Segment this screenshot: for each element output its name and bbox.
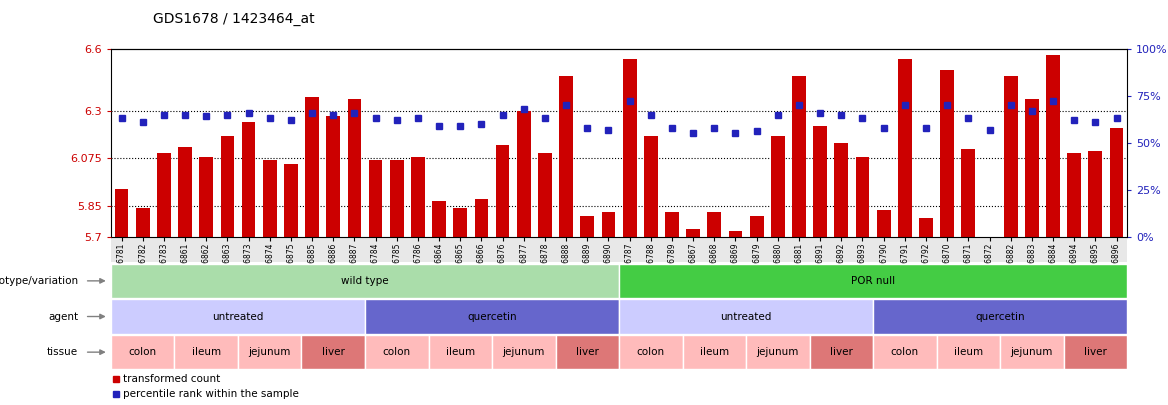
Bar <box>432 201 446 237</box>
Text: untreated: untreated <box>721 311 772 322</box>
Bar <box>157 153 171 237</box>
Text: ileum: ileum <box>446 347 475 357</box>
Bar <box>602 212 616 237</box>
Bar <box>1089 151 1103 237</box>
Bar <box>687 228 700 237</box>
Text: ileum: ileum <box>700 347 729 357</box>
Bar <box>644 136 658 237</box>
Text: percentile rank within the sample: percentile rank within the sample <box>123 389 299 399</box>
Bar <box>517 111 530 237</box>
Text: jejunum: jejunum <box>757 347 799 357</box>
Bar <box>940 70 954 237</box>
Bar <box>961 149 975 237</box>
Bar <box>326 115 340 237</box>
Text: liver: liver <box>1084 347 1107 357</box>
Bar <box>708 212 721 237</box>
Bar <box>813 126 827 237</box>
Text: jejunum: jejunum <box>502 347 545 357</box>
Text: liver: liver <box>830 347 853 357</box>
Bar <box>200 158 213 237</box>
Bar <box>856 158 869 237</box>
Text: liver: liver <box>322 347 345 357</box>
Bar <box>729 231 743 237</box>
Bar <box>453 208 467 237</box>
Text: liver: liver <box>576 347 599 357</box>
Text: jejunum: jejunum <box>249 347 291 357</box>
Text: colon: colon <box>383 347 411 357</box>
Bar <box>559 76 573 237</box>
Bar <box>580 216 595 237</box>
Bar <box>474 199 488 237</box>
Bar <box>1026 99 1038 237</box>
Text: tissue: tissue <box>47 347 78 357</box>
Text: transformed count: transformed count <box>123 374 220 384</box>
Text: quercetin: quercetin <box>467 311 516 322</box>
Bar <box>348 99 361 237</box>
Bar <box>305 97 319 237</box>
Bar <box>1068 153 1082 237</box>
Text: colon: colon <box>891 347 919 357</box>
Bar <box>834 143 848 237</box>
Bar <box>263 160 277 237</box>
Bar <box>221 136 235 237</box>
Text: untreated: untreated <box>213 311 264 322</box>
Bar <box>369 160 382 237</box>
Bar <box>390 160 404 237</box>
Bar <box>1110 128 1124 237</box>
Text: colon: colon <box>637 347 665 357</box>
Text: colon: colon <box>128 347 157 357</box>
Bar <box>284 164 298 237</box>
Bar <box>1003 76 1017 237</box>
Text: ileum: ileum <box>192 347 221 357</box>
Bar <box>898 59 912 237</box>
Bar <box>750 216 764 237</box>
Bar <box>411 158 425 237</box>
Bar <box>919 218 933 237</box>
Bar <box>665 212 679 237</box>
Bar <box>1047 55 1059 237</box>
Bar <box>771 136 785 237</box>
Bar <box>179 147 192 237</box>
Bar <box>792 76 806 237</box>
Bar <box>495 145 509 237</box>
Text: GDS1678 / 1423464_at: GDS1678 / 1423464_at <box>153 12 314 26</box>
Text: wild type: wild type <box>341 276 389 286</box>
Text: quercetin: quercetin <box>975 311 1024 322</box>
Bar <box>114 189 128 237</box>
Text: ileum: ileum <box>954 347 983 357</box>
Text: agent: agent <box>48 311 78 322</box>
Bar <box>135 208 150 237</box>
Bar <box>242 122 256 237</box>
Text: genotype/variation: genotype/variation <box>0 276 78 286</box>
Bar <box>877 210 890 237</box>
Text: POR null: POR null <box>851 276 895 286</box>
Bar <box>538 153 551 237</box>
Text: jejunum: jejunum <box>1010 347 1054 357</box>
Bar <box>623 59 637 237</box>
